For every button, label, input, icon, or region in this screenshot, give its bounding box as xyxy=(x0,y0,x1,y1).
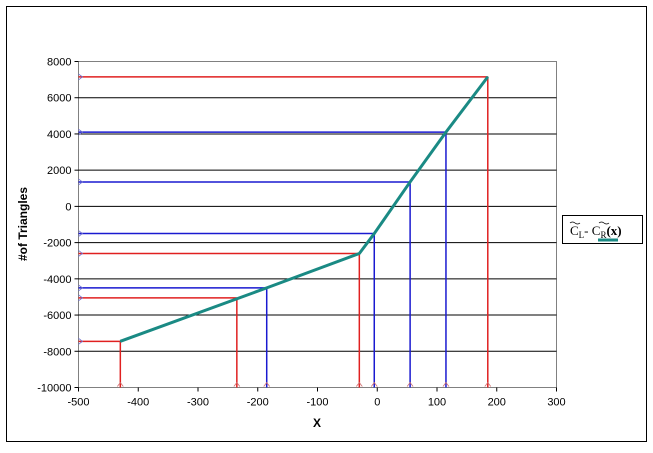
y-tick-label: -4000 xyxy=(43,274,71,286)
y-tick-label: 2000 xyxy=(47,165,71,177)
legend-c1: C xyxy=(570,223,579,238)
guide-marker-y xyxy=(78,128,84,136)
legend-dash: - xyxy=(584,223,592,238)
y-tick-label: -10000 xyxy=(37,383,71,395)
x-tick-label: 300 xyxy=(547,397,565,409)
y-tick-label: 6000 xyxy=(47,93,71,105)
guide-marker-x xyxy=(356,381,363,387)
series-point xyxy=(487,76,489,78)
series-point xyxy=(119,340,121,342)
y-axis-title: #of Triangles xyxy=(16,187,30,261)
x-tick-label: -200 xyxy=(247,397,269,409)
y-tick-label: 4000 xyxy=(47,129,71,141)
series-point xyxy=(409,181,411,183)
legend-label: CL- CR(x) xyxy=(570,223,622,240)
guide-marker-y xyxy=(78,337,84,345)
x-axis-title: X xyxy=(313,416,321,430)
y-tick-label: -6000 xyxy=(43,310,71,322)
guide-marker-y xyxy=(78,284,84,292)
y-tick-label: -8000 xyxy=(43,346,71,358)
series-layer xyxy=(119,75,489,343)
series-point xyxy=(445,131,447,133)
grid-lines xyxy=(74,61,557,392)
legend-tilde-1 xyxy=(569,221,581,225)
guide-marker-x xyxy=(233,381,241,387)
legend-c2: C xyxy=(592,223,601,238)
plot-area xyxy=(78,61,557,388)
series-point xyxy=(358,252,360,255)
guide-marker-x xyxy=(263,381,271,387)
x-tick-label: -300 xyxy=(187,397,209,409)
x-tick-label: 0 xyxy=(374,397,380,409)
guide-marker-x xyxy=(117,381,124,387)
legend-arg: (x) xyxy=(606,223,621,238)
y-tick-label: 8000 xyxy=(47,57,71,69)
guide-marker-y xyxy=(78,73,84,81)
x-tick-label: -500 xyxy=(67,397,89,409)
series-point xyxy=(373,232,375,235)
guide-marker-x xyxy=(484,381,492,387)
guide-marker-x xyxy=(406,381,414,387)
guide-marker-y xyxy=(78,250,84,257)
x-tick-label: -100 xyxy=(306,397,328,409)
guide-lines xyxy=(78,73,492,388)
guide-marker-y xyxy=(78,230,84,237)
guide-marker-x xyxy=(370,381,378,387)
series-point xyxy=(266,287,268,289)
y-tick-label: 0 xyxy=(65,201,71,213)
y-tick-label: -2000 xyxy=(43,238,71,250)
x-tick-label: 100 xyxy=(428,397,446,409)
guide-marker-y xyxy=(78,178,84,186)
legend-sub-r: R xyxy=(600,230,606,240)
legend: CL- CR(x) xyxy=(562,215,643,244)
legend-tilde-2 xyxy=(598,221,610,225)
guide-marker-x xyxy=(442,381,450,387)
x-tick-labels: -500 -400 -300 -200 -100 0 100 200 300 xyxy=(67,397,565,409)
legend-sub-l: L xyxy=(579,230,585,240)
guide-marker-y xyxy=(78,294,84,302)
x-tick-label: -400 xyxy=(127,397,149,409)
y-tick-labels: 8000 6000 4000 2000 0 -2000 -4000 -6000 -8000 -10… xyxy=(37,57,71,395)
x-tick-label: 200 xyxy=(488,397,506,409)
